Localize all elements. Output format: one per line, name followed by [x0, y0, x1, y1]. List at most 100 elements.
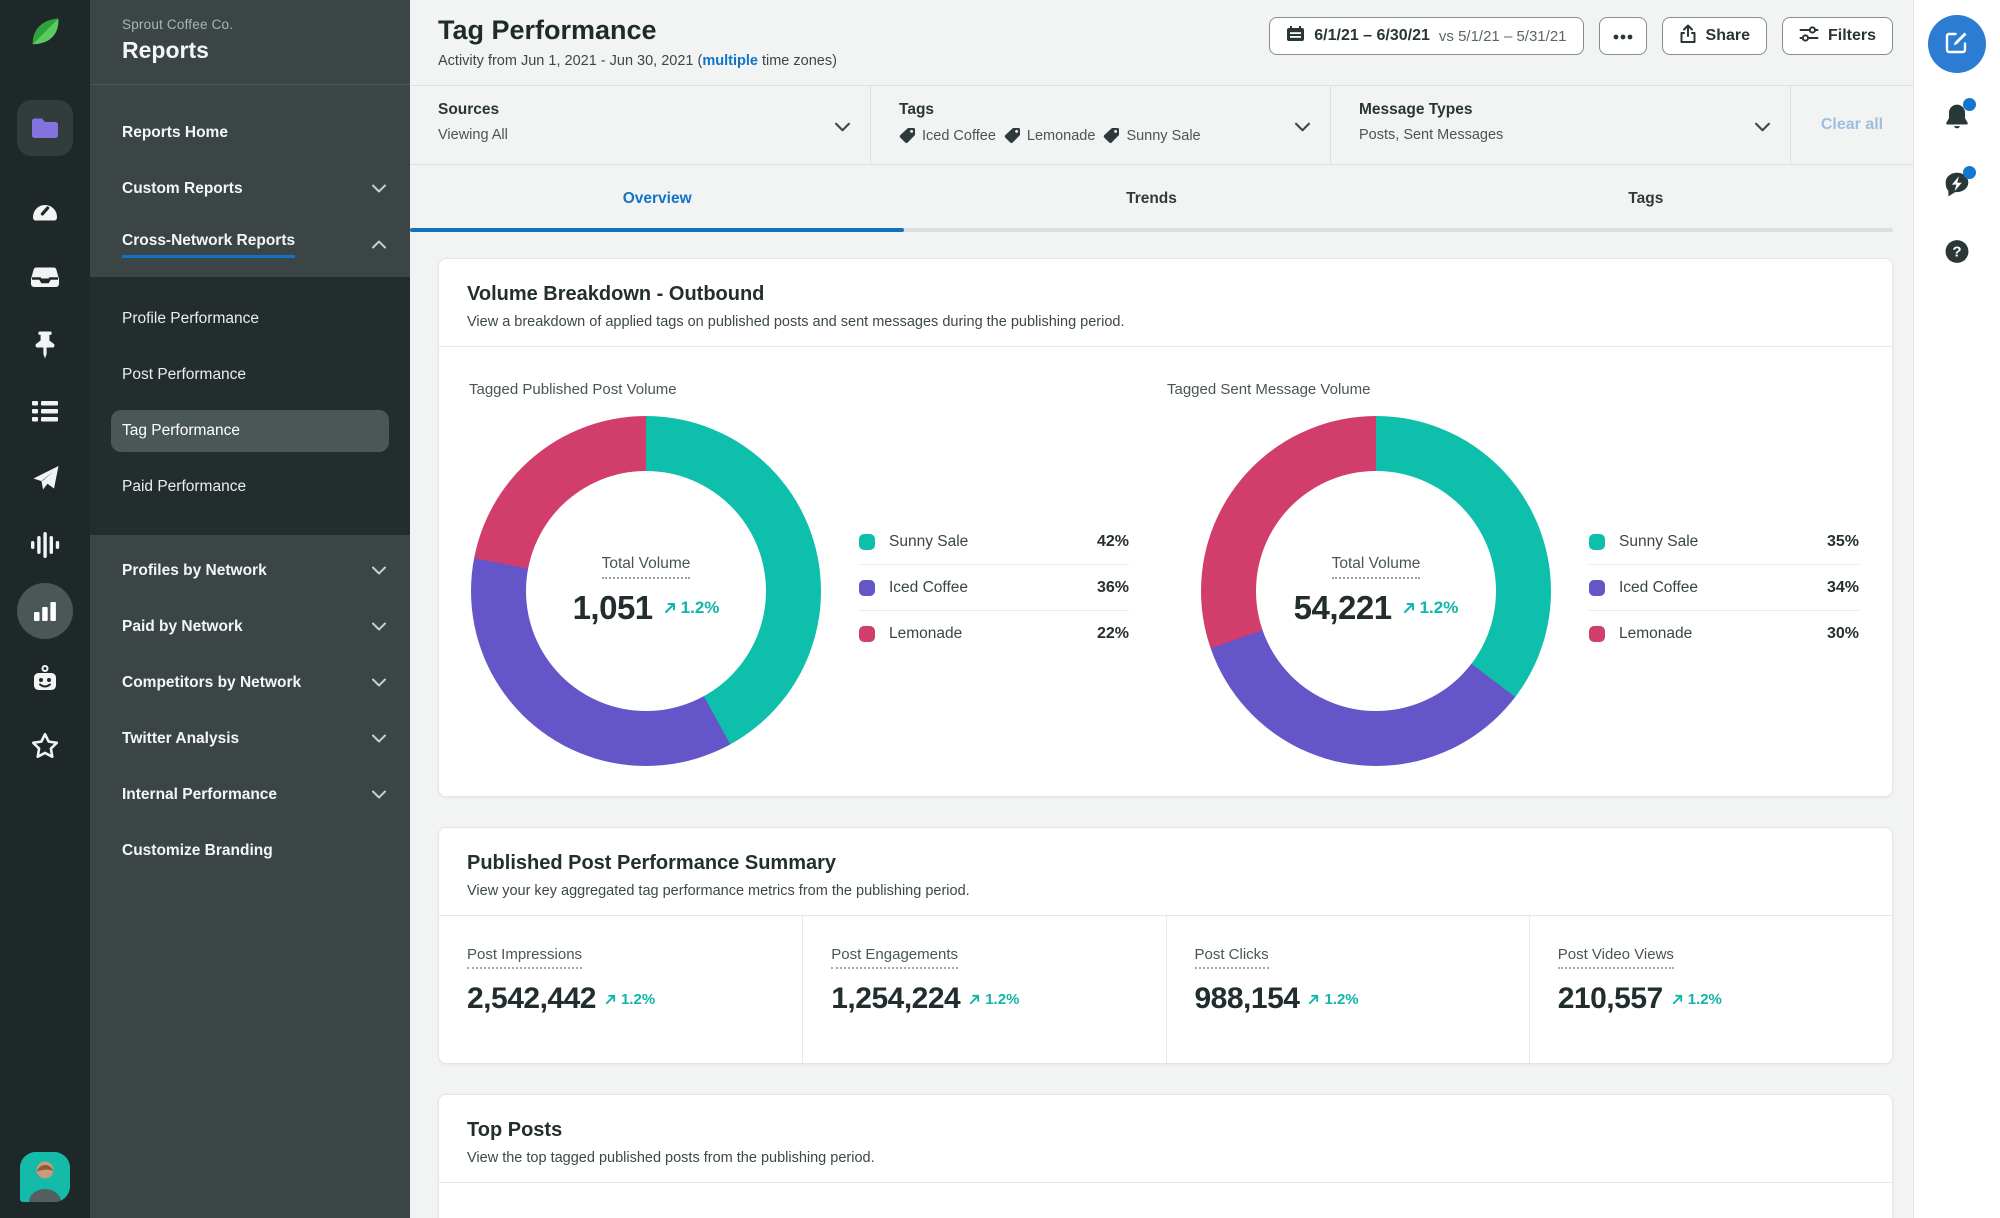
utility-rail: ? — [1913, 0, 2000, 1218]
metric-label[interactable]: Post Engagements — [831, 946, 958, 969]
help-button[interactable]: ? — [1944, 238, 1971, 270]
total-volume-label[interactable]: Total Volume — [601, 555, 691, 579]
user-avatar[interactable] — [20, 1152, 70, 1202]
metric-value: 2,542,442 — [467, 982, 596, 1015]
sprout-leaf-logo[interactable] — [25, 12, 65, 52]
date-range-button[interactable]: 6/1/21 – 6/30/21 vs 5/1/21 – 5/31/21 — [1269, 17, 1584, 55]
more-options-icon — [1613, 27, 1633, 45]
calendar-icon — [1286, 24, 1305, 48]
filters-button[interactable]: Filters — [1781, 17, 1893, 55]
sidebar-item-custom-reports[interactable]: Custom Reports — [90, 161, 410, 217]
legend-swatch — [859, 626, 875, 642]
sources-filter[interactable]: Sources Viewing All — [410, 86, 870, 164]
legend-row: Sunny Sale 42% — [859, 519, 1129, 565]
sidebar-item-reports-home[interactable]: Reports Home — [122, 124, 228, 141]
trend-up-icon — [605, 994, 616, 1004]
tab-tags[interactable]: Tags — [1628, 189, 1664, 207]
bar-chart-icon[interactable] — [17, 583, 73, 639]
card-description: View your key aggregated tag performance… — [467, 883, 970, 899]
legend-row: Iced Coffee 34% — [1589, 565, 1859, 611]
metric-value: 210,557 — [1557, 982, 1663, 1015]
whats-new-button[interactable] — [1943, 166, 1976, 203]
chevron-down-icon — [835, 119, 850, 137]
gauge-icon[interactable] — [17, 182, 73, 238]
legend-swatch — [859, 579, 875, 596]
total-volume-value: 1,051 — [572, 589, 654, 626]
sidebar-item-competitors-by-network[interactable]: Competitors by Network — [90, 655, 410, 711]
message-types-filter[interactable]: Message Types Posts, Sent Messages — [1330, 86, 1790, 164]
notification-badge — [1963, 166, 1976, 179]
tab-track — [410, 228, 1893, 232]
list-icon[interactable] — [17, 383, 73, 439]
chevron-down-icon — [372, 730, 386, 748]
sidebar-item-profile-performance[interactable]: Profile Performance — [122, 310, 259, 327]
sidebar-item-customize-branding[interactable]: Customize Branding — [122, 842, 273, 859]
chevron-down-icon — [372, 618, 386, 636]
tag-chip: Lemonade — [1004, 127, 1095, 144]
delta-badge: 1.2% — [604, 991, 655, 1008]
metric-label[interactable]: Post Impressions — [467, 946, 583, 969]
folder-icon[interactable] — [17, 100, 73, 156]
compose-button[interactable] — [1928, 15, 1986, 73]
chevron-down-icon — [1295, 119, 1310, 137]
metric-post-video-views: Post Video Views 210,557 1.2% — [1528, 916, 1892, 1063]
metric-label[interactable]: Post Video Views — [1557, 946, 1674, 969]
legend-row: Sunny Sale 35% — [1589, 519, 1859, 565]
card-title: Published Post Performance Summary — [467, 852, 837, 874]
chart-label: Tagged Sent Message Volume — [1167, 381, 1371, 398]
donut-chart-published-posts[interactable]: Total Volume 1,051 1.2% — [471, 416, 821, 766]
tag-icon — [1104, 128, 1120, 143]
compose-icon — [1944, 29, 1970, 60]
metric-label[interactable]: Post Clicks — [1194, 946, 1269, 969]
trend-up-icon — [1309, 994, 1319, 1004]
multiple-timezones-link[interactable]: multiple — [702, 53, 758, 69]
waveform-icon[interactable] — [17, 517, 73, 573]
tags-filter[interactable]: Tags Iced Coffee Lemonade Sunny Sale — [870, 86, 1330, 164]
chevron-down-icon — [372, 562, 386, 580]
paper-plane-icon[interactable] — [17, 450, 73, 506]
filters-icon — [1799, 25, 1819, 48]
more-options-button[interactable] — [1598, 17, 1647, 55]
main-content: Tag Performance Activity from Jun 1, 202… — [410, 0, 1913, 1218]
notification-badge — [1963, 98, 1976, 111]
metric-post-clicks: Post Clicks 988,154 1.2% — [1165, 916, 1529, 1063]
sidebar-item-cross-network-reports[interactable]: Cross-Network Reports — [90, 217, 410, 273]
clear-all-button[interactable]: Clear all — [1790, 86, 1913, 164]
card-title: Volume Breakdown - Outbound — [467, 283, 765, 305]
delta-badge: 1.2% — [968, 991, 1019, 1008]
total-volume-label[interactable]: Total Volume — [1331, 555, 1421, 579]
metric-value: 1,254,224 — [831, 982, 961, 1015]
metric-post-engagements: Post Engagements 1,254,224 1.2% — [802, 916, 1165, 1063]
star-icon[interactable] — [17, 718, 73, 774]
page-subtitle: Activity from Jun 1, 2021 - Jun 30, 2021… — [438, 53, 837, 69]
share-button[interactable]: Share — [1661, 17, 1767, 55]
bot-icon[interactable] — [17, 651, 73, 707]
sidebar-item-paid-by-network[interactable]: Paid by Network — [90, 599, 410, 655]
tag-chip: Sunny Sale — [1103, 127, 1201, 144]
legend-row: Lemonade 30% — [1589, 611, 1859, 657]
card-title: Top Posts — [467, 1119, 563, 1141]
chevron-down-icon — [372, 674, 386, 692]
sidebar-item-twitter-analysis[interactable]: Twitter Analysis — [90, 711, 410, 767]
sidebar-item-internal-performance[interactable]: Internal Performance — [90, 767, 410, 823]
donut-chart-sent-messages[interactable]: Total Volume 54,221 1.2% — [1201, 416, 1551, 766]
help-icon: ? — [1945, 240, 1969, 263]
sidebar-item-paid-performance[interactable]: Paid Performance — [122, 478, 247, 495]
pin-icon[interactable] — [17, 317, 73, 373]
inbox-icon[interactable] — [17, 249, 73, 305]
legend-swatch — [1589, 533, 1605, 550]
notifications-button[interactable] — [1943, 98, 1976, 137]
metric-post-impressions: Post Impressions 2,542,442 1.2% — [439, 916, 802, 1063]
metric-value: 988,154 — [1194, 982, 1300, 1015]
tab-overview[interactable]: Overview — [622, 189, 692, 207]
chevron-up-icon — [372, 236, 386, 254]
sidebar-item-profiles-by-network[interactable]: Profiles by Network — [90, 543, 410, 599]
sidebar-item-tag-performance[interactable]: Tag Performance — [111, 410, 389, 452]
tab-trends[interactable]: Trends — [1126, 189, 1177, 207]
active-tab-indicator — [410, 228, 905, 232]
trend-up-icon — [1672, 994, 1682, 1004]
bell-icon — [1946, 104, 1968, 129]
total-volume-value: 54,221 — [1293, 589, 1392, 626]
sidebar-item-post-performance[interactable]: Post Performance — [122, 366, 247, 383]
cross-network-submenu: Profile Performance Post Performance Tag… — [90, 277, 410, 535]
